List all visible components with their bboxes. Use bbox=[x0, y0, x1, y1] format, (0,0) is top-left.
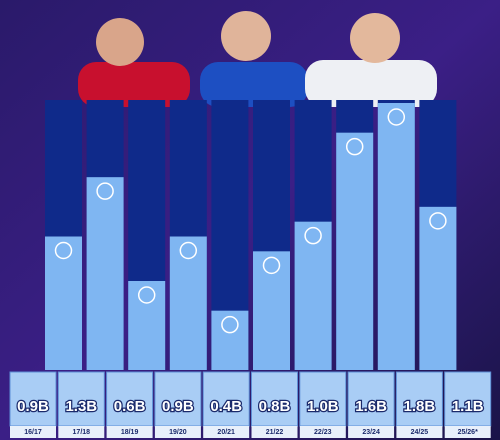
bar-logo bbox=[304, 226, 322, 245]
bar-logo bbox=[221, 315, 239, 334]
x-tick-label: 16/17 bbox=[24, 429, 42, 436]
season-strip bbox=[396, 426, 443, 438]
label-box bbox=[299, 371, 347, 427]
bar-logo bbox=[96, 182, 114, 200]
value-label: 0.9B bbox=[17, 398, 49, 415]
value-label: 0.4B bbox=[210, 398, 242, 415]
label-box bbox=[395, 371, 443, 427]
x-tick-label: 17/18 bbox=[73, 429, 91, 436]
season-strip bbox=[444, 426, 491, 438]
season-strip bbox=[348, 426, 395, 438]
bar bbox=[253, 251, 290, 370]
bar-logo bbox=[387, 108, 406, 126]
season-strip bbox=[203, 426, 250, 438]
bar-logo bbox=[179, 241, 198, 260]
x-tick-label: 25/26* bbox=[458, 429, 479, 436]
value-label: 0.8B bbox=[259, 398, 291, 415]
bar bbox=[336, 132, 374, 370]
x-tick-label: 24/25 bbox=[411, 429, 429, 436]
bars: 0.9B 16/17 1.3B 17/18 0.6B 18/19 0.9B 19/20 0.4B… bbox=[9, 100, 492, 438]
x-tick-label: 20/21 bbox=[217, 429, 235, 436]
season-strip bbox=[299, 426, 346, 438]
bar bbox=[419, 206, 457, 370]
bar-logo bbox=[137, 286, 156, 304]
bar-logo bbox=[345, 137, 364, 156]
x-tick-label: 18/19 bbox=[121, 429, 139, 436]
bar bbox=[211, 310, 249, 370]
bar bbox=[377, 103, 415, 370]
x-tick-label: 19/20 bbox=[169, 429, 187, 436]
label-box bbox=[154, 371, 202, 427]
bar bbox=[294, 221, 332, 370]
season-strip bbox=[154, 426, 201, 438]
season-strip bbox=[251, 426, 298, 438]
value-label: 0.6B bbox=[114, 398, 146, 415]
season-strip bbox=[106, 426, 153, 438]
value-label: 1.1B bbox=[452, 398, 484, 415]
bar bbox=[128, 281, 166, 370]
value-label: 1.0B bbox=[307, 398, 339, 415]
label-box bbox=[57, 371, 105, 427]
label-box bbox=[202, 371, 250, 427]
value-label: 1.6B bbox=[355, 398, 387, 415]
bar bbox=[45, 236, 82, 370]
value-label: 0.9B bbox=[162, 398, 194, 415]
bar bbox=[86, 177, 124, 370]
bar bbox=[169, 236, 207, 370]
bar-logo bbox=[54, 241, 73, 260]
x-tick-label: 22/23 bbox=[314, 429, 332, 436]
season-strip bbox=[10, 426, 56, 438]
label-box bbox=[106, 371, 154, 427]
bar-logo bbox=[429, 212, 447, 230]
x-tick-label: 21/22 bbox=[266, 429, 284, 436]
season-strip bbox=[58, 426, 105, 438]
value-label: 1.3B bbox=[65, 398, 97, 415]
x-tick-label: 23/24 bbox=[362, 429, 380, 436]
player-images bbox=[78, 11, 437, 107]
bar-logo bbox=[262, 256, 281, 275]
value-label: 1.8B bbox=[404, 398, 436, 415]
